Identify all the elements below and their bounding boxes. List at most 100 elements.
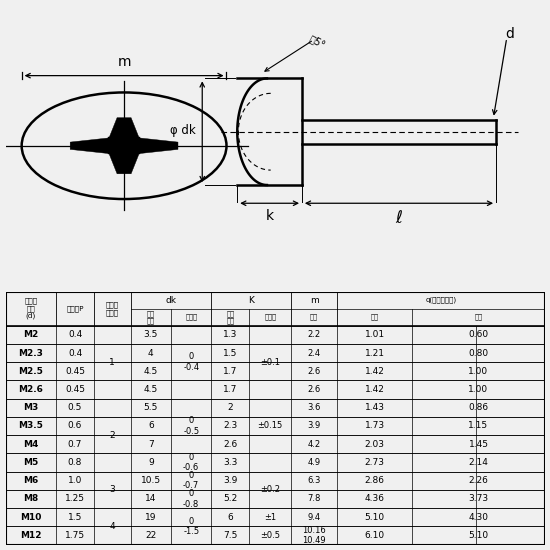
Text: ±0.15: ±0.15 xyxy=(257,421,283,431)
Text: 0
-0.6: 0 -0.6 xyxy=(183,453,199,472)
Text: 0.45: 0.45 xyxy=(65,385,85,394)
Text: 9.4: 9.4 xyxy=(307,513,321,521)
Text: k: k xyxy=(266,210,274,223)
Text: M4: M4 xyxy=(23,439,38,449)
Text: 2.6: 2.6 xyxy=(223,439,238,449)
Text: 5.5: 5.5 xyxy=(144,403,158,412)
Text: dk: dk xyxy=(166,295,177,305)
Text: 1.7: 1.7 xyxy=(223,367,238,376)
Text: 1.21: 1.21 xyxy=(365,349,384,358)
Text: 7: 7 xyxy=(148,439,153,449)
Text: ±0.1: ±0.1 xyxy=(260,358,280,367)
Text: 1.5: 1.5 xyxy=(68,513,82,521)
Text: M2.6: M2.6 xyxy=(18,385,43,394)
Text: 3.73: 3.73 xyxy=(469,494,488,503)
Text: 1.43: 1.43 xyxy=(365,403,384,412)
Text: 1.15: 1.15 xyxy=(469,421,488,431)
Text: 6: 6 xyxy=(148,421,153,431)
Text: 4.5: 4.5 xyxy=(144,367,158,376)
Text: ℓ: ℓ xyxy=(395,210,403,227)
Text: 0.4: 0.4 xyxy=(68,349,82,358)
Text: ±0.5: ±0.5 xyxy=(260,531,280,540)
Text: 0.5: 0.5 xyxy=(68,403,82,412)
Text: M2.5: M2.5 xyxy=(18,367,43,376)
Text: 2.26: 2.26 xyxy=(469,476,488,485)
Text: 4.2: 4.2 xyxy=(307,439,321,449)
Text: ビッチP: ビッチP xyxy=(67,305,84,312)
Text: 3.6: 3.6 xyxy=(307,403,321,412)
Polygon shape xyxy=(134,138,178,154)
Text: M2.3: M2.3 xyxy=(18,349,43,358)
Text: 3: 3 xyxy=(109,485,115,494)
Text: 0.45: 0.45 xyxy=(65,367,85,376)
Text: 0
-0.7: 0 -0.7 xyxy=(183,471,199,491)
Text: 5.2: 5.2 xyxy=(223,494,238,503)
Text: m: m xyxy=(117,56,131,69)
Text: 6.10: 6.10 xyxy=(365,531,385,540)
Text: 1.01: 1.01 xyxy=(365,330,385,339)
Bar xyxy=(6,508,544,526)
Text: 9: 9 xyxy=(148,458,153,467)
Text: 約5°: 約5° xyxy=(307,34,327,50)
Text: 0
-1.5: 0 -1.5 xyxy=(183,516,199,536)
Text: 1.42: 1.42 xyxy=(365,367,384,376)
Bar xyxy=(6,344,544,362)
Text: 1.7: 1.7 xyxy=(223,385,238,394)
Text: 基準
寸法: 基準 寸法 xyxy=(147,310,155,324)
Text: M3: M3 xyxy=(23,403,38,412)
Text: M8: M8 xyxy=(23,494,38,503)
Text: 0
-0.4: 0 -0.4 xyxy=(183,353,199,372)
Text: M10: M10 xyxy=(20,513,41,521)
Text: 0.8: 0.8 xyxy=(68,458,82,467)
Text: 許容差: 許容差 xyxy=(185,314,197,321)
Text: 1.25: 1.25 xyxy=(65,494,85,503)
Text: 2.86: 2.86 xyxy=(365,476,384,485)
Text: 2.6: 2.6 xyxy=(307,385,321,394)
Polygon shape xyxy=(108,138,140,154)
Text: φ dk: φ dk xyxy=(170,124,196,137)
Text: M6: M6 xyxy=(23,476,38,485)
Polygon shape xyxy=(108,151,140,174)
Text: 十字穴
の番号: 十字穴 の番号 xyxy=(106,301,119,316)
Bar xyxy=(6,490,544,508)
Bar xyxy=(6,526,544,544)
Text: 4.9: 4.9 xyxy=(307,458,321,467)
Text: 0.7: 0.7 xyxy=(68,439,82,449)
Text: 6: 6 xyxy=(227,513,233,521)
Text: 1.45: 1.45 xyxy=(469,439,488,449)
Text: 2.14: 2.14 xyxy=(469,458,488,467)
Text: 1: 1 xyxy=(109,358,115,367)
Text: M5: M5 xyxy=(23,458,38,467)
Text: 10.5: 10.5 xyxy=(141,476,161,485)
Text: 0.4: 0.4 xyxy=(68,330,82,339)
Text: M2: M2 xyxy=(23,330,38,339)
Text: 0.80: 0.80 xyxy=(469,349,488,358)
Text: 6.3: 6.3 xyxy=(307,476,321,485)
Text: 参考: 参考 xyxy=(310,314,318,321)
Text: 2.4: 2.4 xyxy=(307,349,321,358)
Bar xyxy=(6,435,544,453)
Text: 5.10: 5.10 xyxy=(469,531,488,540)
Text: 10.16
10.49: 10.16 10.49 xyxy=(302,526,326,545)
Text: 1.00: 1.00 xyxy=(469,367,488,376)
Text: q(十字穴深さ): q(十字穴深さ) xyxy=(425,297,456,304)
Text: 22: 22 xyxy=(145,531,156,540)
Text: 1.5: 1.5 xyxy=(223,349,238,358)
Text: 19: 19 xyxy=(145,513,157,521)
Text: 2.03: 2.03 xyxy=(365,439,384,449)
Bar xyxy=(6,471,544,490)
Text: ねじの
呼び
(d): ねじの 呼び (d) xyxy=(24,298,37,320)
Text: 2.3: 2.3 xyxy=(223,421,238,431)
Text: M3.5: M3.5 xyxy=(18,421,43,431)
Text: 1.75: 1.75 xyxy=(65,531,85,540)
Text: 4.36: 4.36 xyxy=(365,494,384,503)
Text: 5.10: 5.10 xyxy=(365,513,385,521)
Text: 7.5: 7.5 xyxy=(223,531,238,540)
Polygon shape xyxy=(108,118,140,141)
Bar xyxy=(6,453,544,471)
Text: 0.60: 0.60 xyxy=(469,330,488,339)
Text: 1.00: 1.00 xyxy=(469,385,488,394)
Bar xyxy=(6,362,544,381)
Text: ±1: ±1 xyxy=(264,513,276,521)
Bar xyxy=(6,381,544,399)
